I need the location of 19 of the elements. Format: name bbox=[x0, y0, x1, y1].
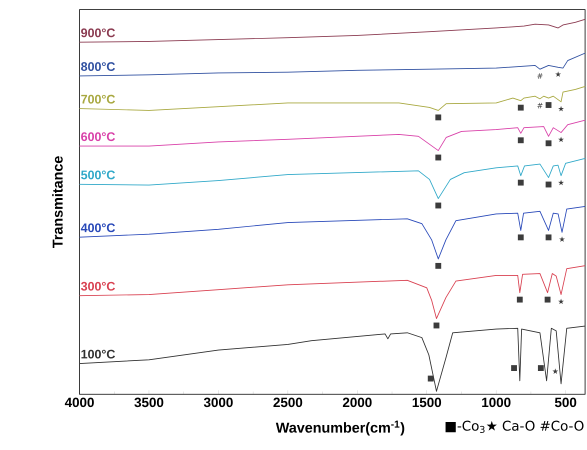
x-axis-title: Wavenumber(cm$^{-1}$) bbox=[276, 420, 404, 436]
series-label: 100°C bbox=[81, 350, 116, 359]
x-tick-label: 1500 bbox=[412, 398, 442, 408]
series-label: 900°C bbox=[81, 28, 116, 38]
x-tick-label: 4000 bbox=[64, 398, 94, 408]
text: ■-Co$_{3}$★ Ca-O #Co-O bbox=[446, 420, 584, 433]
series-label: 300°C bbox=[80, 282, 116, 291]
y-axis-title: Transmitance bbox=[52, 156, 63, 248]
x-tick-label: 1000 bbox=[482, 398, 511, 408]
x-tick-label: 500 bbox=[554, 398, 576, 408]
x-tick-label: 2000 bbox=[342, 398, 372, 408]
x-tick-label: 3000 bbox=[204, 398, 233, 408]
series-label: 700°C bbox=[81, 94, 116, 104]
series-label: 500°C bbox=[81, 170, 116, 180]
series-label: 800°C bbox=[81, 62, 116, 72]
x-tick-label: 3500 bbox=[134, 398, 164, 408]
x-tick-label: 2500 bbox=[273, 398, 302, 408]
series-label: 600°C bbox=[81, 132, 116, 142]
series-label: 400°C bbox=[80, 223, 116, 232]
